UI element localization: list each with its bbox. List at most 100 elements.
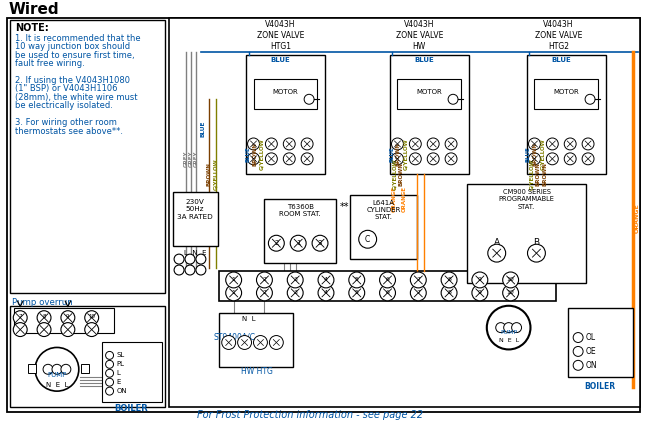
Circle shape	[105, 378, 113, 386]
Circle shape	[318, 272, 334, 288]
Circle shape	[546, 153, 558, 165]
Circle shape	[283, 153, 295, 165]
Text: BLUE: BLUE	[389, 146, 394, 162]
Circle shape	[380, 272, 395, 288]
Text: G/YELLOW: G/YELLOW	[403, 138, 408, 170]
Circle shape	[573, 346, 583, 357]
Circle shape	[222, 335, 236, 349]
Circle shape	[185, 254, 195, 264]
Circle shape	[585, 94, 595, 104]
Circle shape	[301, 153, 313, 165]
Text: 3: 3	[318, 240, 322, 246]
Circle shape	[37, 311, 51, 325]
Text: (28mm), the white wire must: (28mm), the white wire must	[16, 93, 138, 102]
Text: 2: 2	[263, 277, 267, 282]
Circle shape	[503, 272, 518, 288]
Circle shape	[37, 323, 51, 336]
Text: BROWN: BROWN	[396, 142, 401, 166]
Text: N  L: N L	[242, 316, 256, 322]
Circle shape	[488, 244, 506, 262]
Circle shape	[573, 360, 583, 370]
Text: G/YELLOW: G/YELLOW	[529, 158, 534, 189]
Circle shape	[174, 265, 184, 275]
Circle shape	[349, 285, 365, 301]
Circle shape	[573, 333, 583, 343]
Text: 8: 8	[42, 314, 46, 319]
Circle shape	[410, 272, 426, 288]
Bar	[81, 364, 89, 373]
Text: 8: 8	[447, 277, 451, 282]
Text: 7: 7	[416, 290, 421, 295]
Text: 9: 9	[66, 314, 70, 319]
Bar	[28, 364, 36, 373]
Bar	[397, 79, 461, 109]
Bar	[534, 79, 598, 109]
Bar	[102, 343, 162, 402]
Circle shape	[226, 272, 241, 288]
Text: MOTOR: MOTOR	[553, 89, 579, 95]
Text: GREY: GREY	[184, 151, 188, 167]
Bar	[10, 306, 165, 407]
Circle shape	[256, 285, 272, 301]
Text: T6360B
ROOM STAT.: T6360B ROOM STAT.	[280, 203, 321, 216]
Text: BLUE: BLUE	[414, 57, 434, 62]
Bar	[350, 195, 417, 259]
Text: PUMP: PUMP	[500, 330, 517, 335]
Circle shape	[105, 360, 113, 368]
Text: 4: 4	[324, 277, 328, 282]
Text: OL: OL	[586, 333, 596, 342]
Circle shape	[61, 364, 71, 374]
Text: HW HTG: HW HTG	[241, 367, 272, 376]
Bar	[467, 184, 586, 283]
Text: G/YELLOW: G/YELLOW	[259, 138, 264, 170]
Circle shape	[472, 272, 488, 288]
Text: V4043H
ZONE VALVE
HW: V4043H ZONE VALVE HW	[395, 20, 443, 51]
Text: V4043H
ZONE VALVE
HTG1: V4043H ZONE VALVE HTG1	[257, 20, 304, 51]
Circle shape	[196, 265, 206, 275]
Circle shape	[269, 235, 284, 251]
Circle shape	[487, 306, 531, 349]
Circle shape	[61, 323, 75, 336]
Text: BLUE: BLUE	[201, 121, 205, 137]
Circle shape	[427, 138, 439, 150]
Text: 10 way junction box should: 10 way junction box should	[16, 42, 131, 51]
Text: GREY: GREY	[188, 151, 193, 167]
Circle shape	[496, 323, 506, 333]
Circle shape	[269, 335, 283, 349]
Text: 6: 6	[386, 277, 389, 282]
Text: 10: 10	[507, 277, 514, 282]
Text: BROWN: BROWN	[252, 142, 257, 166]
Bar	[246, 54, 325, 174]
Bar	[219, 313, 293, 367]
Text: A: A	[494, 238, 499, 247]
Text: BLUE: BLUE	[526, 146, 531, 162]
Circle shape	[472, 285, 488, 301]
Text: 6: 6	[386, 290, 389, 295]
Text: E: E	[116, 379, 121, 385]
Text: 2. If using the V4043H1080: 2. If using the V4043H1080	[16, 76, 130, 85]
Text: 1. It is recommended that the: 1. It is recommended that the	[16, 34, 141, 43]
Text: **: **	[340, 202, 349, 211]
Circle shape	[410, 153, 421, 165]
Text: NOTE:: NOTE:	[16, 23, 49, 33]
Text: CM900 SERIES
PROGRAMMABLE
STAT.: CM900 SERIES PROGRAMMABLE STAT.	[499, 189, 554, 210]
Circle shape	[441, 272, 457, 288]
Text: SL: SL	[116, 352, 125, 358]
Circle shape	[441, 285, 457, 301]
Text: BROWN: BROWN	[543, 162, 548, 186]
Text: BROWN: BROWN	[533, 142, 538, 166]
Text: For Frost Protection information - see page 22: For Frost Protection information - see p…	[197, 410, 423, 420]
Circle shape	[445, 153, 457, 165]
Circle shape	[503, 285, 518, 301]
Bar	[169, 18, 640, 407]
Circle shape	[85, 311, 98, 325]
Circle shape	[237, 335, 252, 349]
Circle shape	[14, 311, 27, 325]
Text: B: B	[533, 238, 540, 247]
Circle shape	[312, 235, 328, 251]
Text: ON: ON	[116, 388, 127, 394]
Text: 10: 10	[507, 290, 514, 295]
Circle shape	[503, 323, 514, 333]
Text: 9: 9	[478, 290, 482, 295]
Text: L  N  E: L N E	[184, 250, 206, 256]
